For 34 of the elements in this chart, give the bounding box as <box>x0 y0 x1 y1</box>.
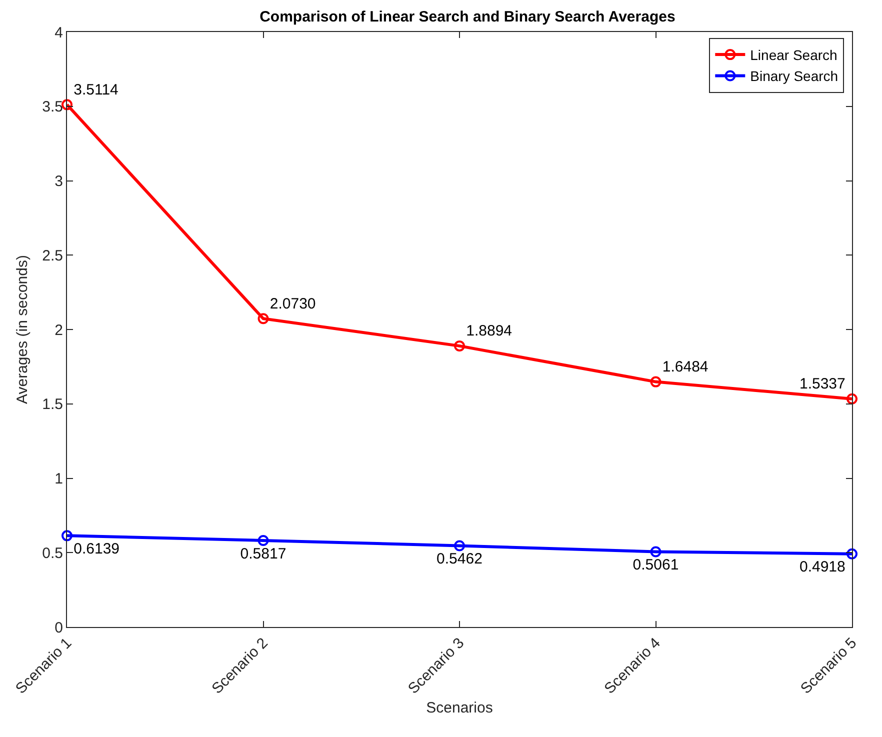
point <box>454 340 465 352</box>
y-tick-label: 0.5 <box>42 544 63 562</box>
point <box>258 313 269 324</box>
point <box>62 530 72 542</box>
x-axis-title: Scenarios <box>426 699 493 716</box>
legend-label: Binary Search <box>750 68 838 84</box>
point <box>650 376 662 388</box>
y-axis-title: Averages (in seconds) <box>14 255 31 404</box>
y-tick-label: 0 <box>54 619 63 636</box>
y-tick-label: 2 <box>54 322 63 339</box>
data-label: 0.6139 <box>74 540 120 558</box>
data-label: 3.5114 <box>74 81 118 98</box>
point <box>454 540 465 552</box>
legend-label: Linear Search <box>750 47 838 64</box>
point <box>62 99 72 110</box>
data-label: 0.5817 <box>240 545 286 562</box>
data-label: 0.5462 <box>436 550 482 568</box>
data-label: 1.8894 <box>466 322 512 340</box>
point <box>846 393 858 404</box>
data-label: 1.5337 <box>799 375 846 392</box>
point <box>650 546 662 558</box>
chart-title: Comparison of Linear Search and Binary Search Averages <box>260 8 676 26</box>
y-tick-label: 1.5 <box>42 396 63 414</box>
y-tick-label: 4 <box>54 24 63 42</box>
data-label: 1.6484 <box>662 358 708 376</box>
y-tick-label: 2.5 <box>42 247 63 264</box>
y-tick-label: 3.5 <box>42 98 63 116</box>
y-tick-label: 1 <box>54 470 63 488</box>
point <box>846 548 858 560</box>
data-label: 0.5061 <box>632 556 679 574</box>
data-label: 2.0730 <box>270 295 316 312</box>
point <box>258 534 269 546</box>
y-tick-label: 3 <box>54 173 63 190</box>
data-label: 0.4918 <box>799 558 846 576</box>
